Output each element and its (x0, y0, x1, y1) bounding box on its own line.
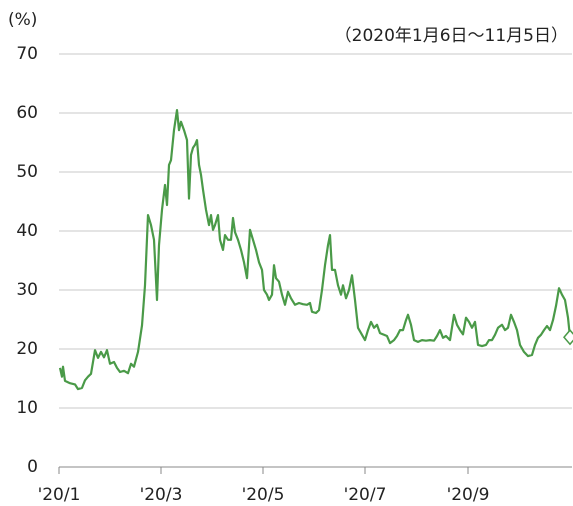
y-tick-label: 20 (16, 339, 38, 359)
y-tick-label: 30 (16, 280, 38, 300)
y-tick-label: 60 (16, 103, 38, 123)
x-tick-label: '20/5 (242, 485, 285, 505)
y-tick-label: 40 (16, 221, 38, 241)
end-marker (563, 329, 573, 346)
line (58, 109, 572, 391)
y-tick-label: 0 (27, 457, 38, 477)
y-tick-label: 70 (16, 44, 38, 64)
x-tick-label: '20/1 (38, 485, 81, 505)
y-axis-label: (%) (8, 10, 37, 30)
x-tick-label: '20/9 (447, 485, 490, 505)
x-tick-label: '20/3 (140, 485, 183, 505)
y-tick-label: 10 (16, 398, 38, 418)
x-tick-label: '20/7 (344, 485, 387, 505)
y-tick-label: 50 (16, 162, 38, 182)
chart-subtitle: （2020年1月6日～11月5日） (335, 26, 568, 46)
